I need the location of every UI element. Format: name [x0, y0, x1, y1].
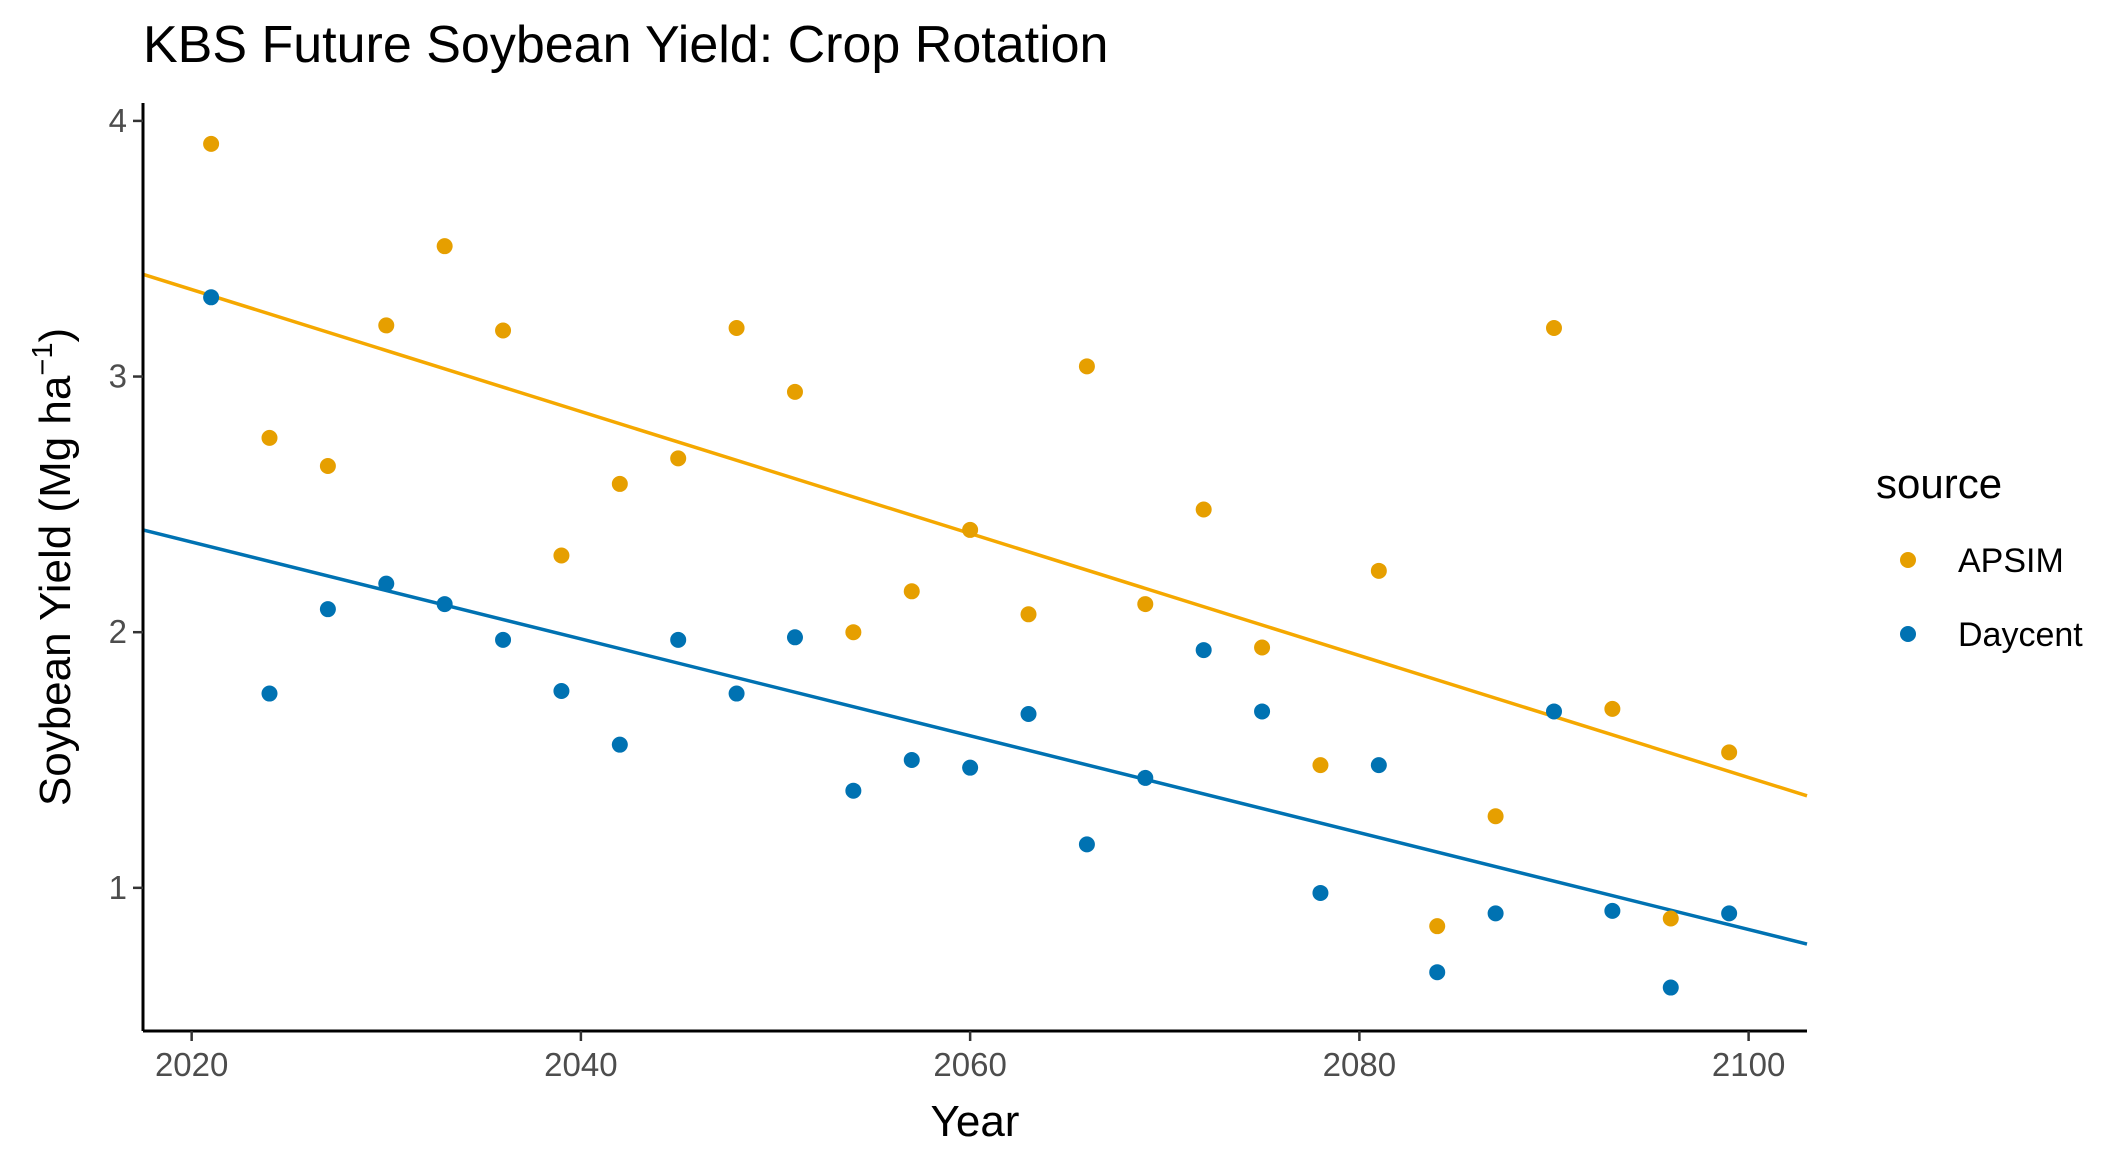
- y-axis-ticks: 1 2 3 4: [109, 102, 143, 906]
- daycent-point: [436, 596, 453, 613]
- daycent-point: [1370, 757, 1387, 774]
- legend-apsim-swatch: [1900, 552, 1916, 568]
- daycent-point: [1137, 769, 1154, 786]
- legend-title: source: [1876, 460, 2002, 507]
- daycent-point: [962, 759, 979, 776]
- apsim-point: [1254, 639, 1271, 656]
- daycent-point: [1662, 979, 1679, 996]
- daycent-point: [1721, 905, 1738, 922]
- legend: source APSIM Daycent: [1876, 460, 2083, 654]
- apsim-point: [670, 450, 687, 467]
- apsim-point: [1020, 606, 1037, 623]
- apsim-point: [1721, 744, 1738, 761]
- y-axis-title-main: Soybean Yield (Mg ha: [31, 375, 80, 806]
- legend-daycent-swatch: [1900, 626, 1916, 642]
- apsim-point: [1604, 700, 1621, 717]
- daycent-point: [903, 752, 920, 769]
- daycent-point: [786, 629, 803, 646]
- daycent-point: [261, 685, 278, 702]
- legend-items: APSIM Daycent: [1900, 542, 2083, 654]
- daycent-trend-line: [142, 528, 1808, 946]
- apsim-point: [1370, 562, 1387, 579]
- y-axis-title-superscript: −1: [27, 343, 59, 376]
- apsim-point: [1429, 918, 1446, 935]
- x-tick-label: 2020: [155, 1046, 228, 1083]
- trend-lines: [142, 272, 1808, 946]
- apsim-point: [845, 624, 862, 641]
- daycent-point: [319, 601, 336, 618]
- daycent-point: [845, 782, 862, 799]
- daycent-point: [1312, 884, 1329, 901]
- legend-apsim-label: APSIM: [1958, 542, 2064, 580]
- x-tick-label: 2040: [544, 1046, 617, 1083]
- apsim-point: [1662, 910, 1679, 927]
- apsim-point: [1078, 358, 1095, 375]
- x-axis-title: Year: [931, 1097, 1020, 1146]
- daycent-point: [203, 289, 220, 306]
- x-tick-label: 2060: [933, 1046, 1006, 1083]
- daycent-point: [611, 736, 628, 753]
- apsim-point: [1195, 501, 1212, 518]
- apsim-point: [728, 319, 745, 336]
- x-tick-label: 2100: [1712, 1046, 1785, 1083]
- apsim-point: [1137, 596, 1154, 613]
- apsim-point: [1487, 808, 1504, 825]
- apsim-point: [495, 322, 512, 339]
- daycent-point: [1545, 703, 1562, 720]
- daycent-point: [728, 685, 745, 702]
- plot-panel: 2020 2040 2060 2080 2100 1 2 3 4: [109, 102, 1808, 1083]
- x-axis-ticks: 2020 2040 2060 2080 2100: [155, 1031, 1785, 1083]
- chart-title: KBS Future Soybean Yield: Crop Rotation: [143, 16, 1108, 74]
- daycent-point: [553, 682, 570, 699]
- y-axis-title: Soybean Yield (Mg ha−1): [27, 328, 80, 806]
- y-tick-label: 1: [109, 869, 127, 906]
- legend-daycent-label: Daycent: [1958, 616, 2083, 654]
- daycent-point: [1604, 902, 1621, 919]
- apsim-point: [319, 458, 336, 475]
- daycent-point: [1429, 964, 1446, 981]
- apsim-point: [903, 583, 920, 600]
- apsim-point: [786, 383, 803, 400]
- y-tick-label: 2: [109, 613, 127, 650]
- daycent-point: [1254, 703, 1271, 720]
- apsim-point: [436, 238, 453, 255]
- apsim-point: [261, 429, 278, 446]
- daycent-point: [378, 575, 395, 592]
- apsim-point: [962, 521, 979, 538]
- daycent-point: [495, 631, 512, 648]
- daycent-point: [1078, 836, 1095, 853]
- apsim-point: [553, 547, 570, 564]
- daycent-point: [1195, 642, 1212, 659]
- apsim-point: [378, 317, 395, 334]
- y-tick-label: 3: [109, 358, 127, 395]
- y-axis-title-suffix: ): [31, 328, 80, 343]
- apsim-point: [1545, 319, 1562, 336]
- y-tick-label: 4: [109, 102, 127, 139]
- apsim-point: [611, 475, 628, 492]
- daycent-point: [1487, 905, 1504, 922]
- x-tick-label: 2080: [1323, 1046, 1396, 1083]
- daycent-point: [670, 631, 687, 648]
- apsim-point: [1312, 757, 1329, 774]
- daycent-point: [1020, 705, 1037, 722]
- apsim-point: [203, 135, 220, 152]
- data-points: [203, 135, 1738, 996]
